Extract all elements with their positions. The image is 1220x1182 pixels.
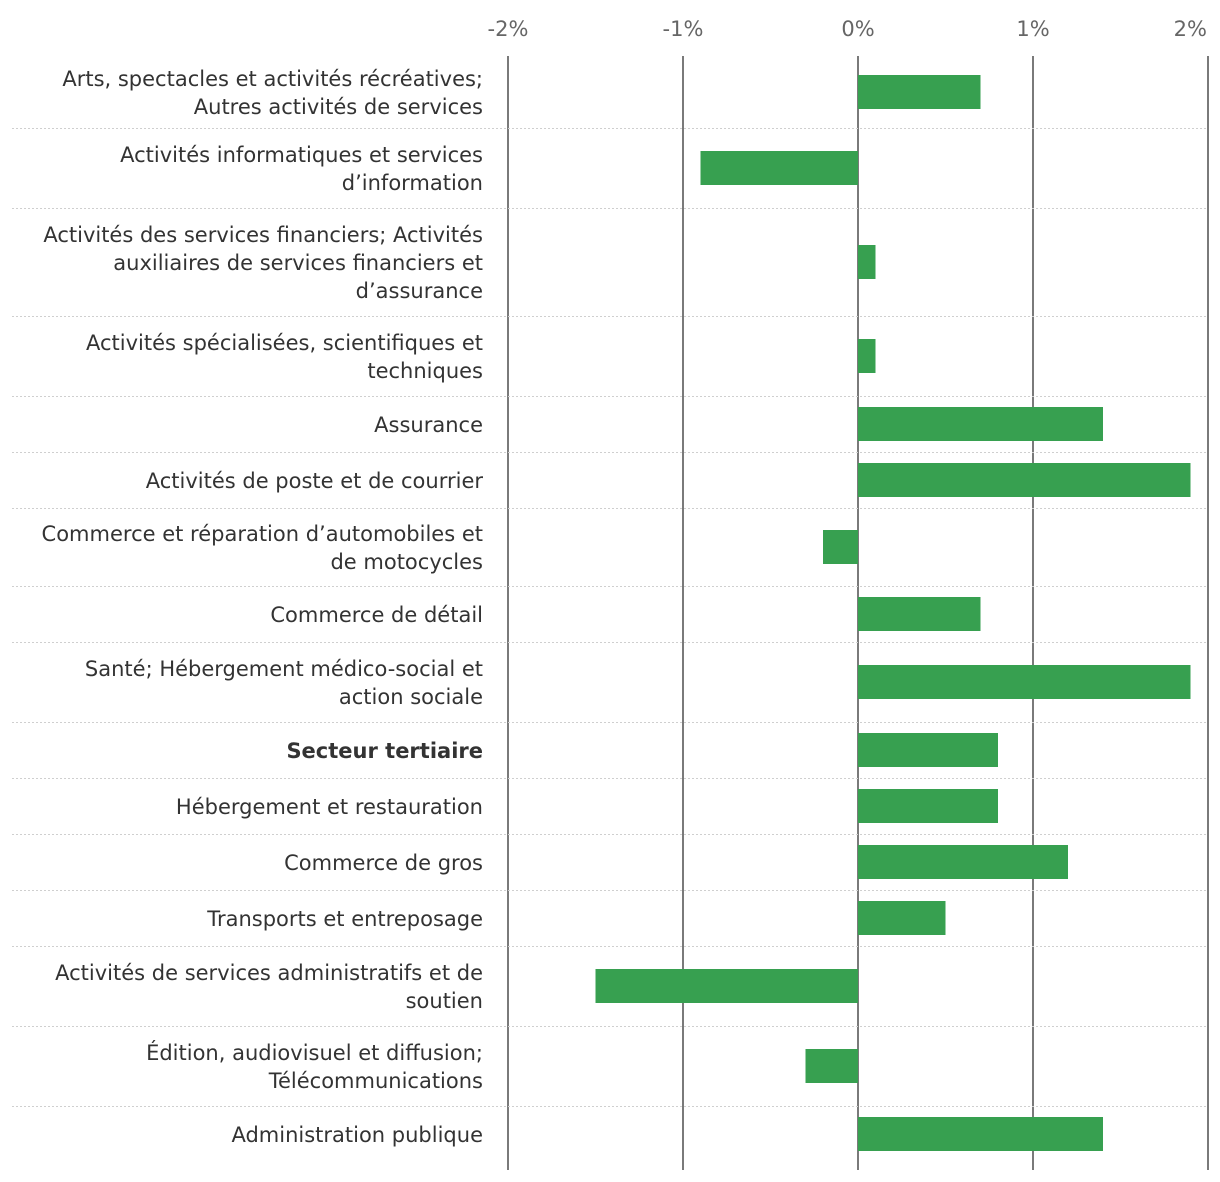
x-tick-label: 2% xyxy=(1174,17,1207,41)
bar xyxy=(858,733,998,767)
category-label: d’information xyxy=(342,171,483,195)
bar xyxy=(595,969,858,1003)
bar xyxy=(858,789,998,823)
category-label: Commerce de gros xyxy=(284,851,483,875)
bars xyxy=(595,75,1191,1151)
category-label: action sociale xyxy=(339,685,483,709)
bar xyxy=(805,1049,858,1083)
bar xyxy=(858,665,1191,699)
x-tick-label: -1% xyxy=(663,17,704,41)
category-label: Télécommunications xyxy=(268,1069,483,1093)
x-tick-label: -2% xyxy=(488,17,529,41)
x-tick-label: 1% xyxy=(1016,17,1049,41)
category-label: Activités des services financiers; Activ… xyxy=(43,223,483,247)
bar xyxy=(858,339,876,373)
bar xyxy=(858,463,1191,497)
category-label: Autres activités de services xyxy=(194,95,483,119)
category-label: Commerce et réparation d’automobiles et xyxy=(42,522,483,546)
row-separators xyxy=(12,128,1208,1107)
category-label: Commerce de détail xyxy=(270,603,483,627)
category-label: soutien xyxy=(406,989,483,1013)
category-label: techniques xyxy=(367,359,483,383)
category-label: Santé; Hébergement médico-social et xyxy=(85,657,483,681)
category-label: Activités de services administratifs et … xyxy=(55,961,483,985)
bar xyxy=(858,597,981,631)
x-axis-ticks: -2% -1% 0% 1% 2% xyxy=(488,17,1207,41)
category-label: Édition, audiovisuel et diffusion; xyxy=(146,1040,483,1065)
category-label: Activités de poste et de courrier xyxy=(146,469,484,493)
x-tick-label: 0% xyxy=(841,17,874,41)
category-label: auxiliaires de services financiers et xyxy=(113,251,483,275)
bar xyxy=(700,151,858,185)
category-label: Transports et entreposage xyxy=(206,907,483,931)
category-label: Administration publique xyxy=(231,1123,483,1147)
category-label: Arts, spectacles et activités récréative… xyxy=(62,67,483,91)
bar xyxy=(858,75,981,109)
category-label: Secteur tertiaire xyxy=(286,739,483,763)
bar xyxy=(858,407,1103,441)
category-label: Hébergement et restauration xyxy=(176,795,483,819)
bar xyxy=(858,845,1068,879)
category-label: Activités spécialisées, scientifiques et xyxy=(86,331,483,355)
category-label: de motocycles xyxy=(330,550,483,574)
bar xyxy=(858,245,876,279)
bar xyxy=(858,901,946,935)
category-label: Activités informatiques et services xyxy=(120,143,483,167)
category-labels: Arts, spectacles et activités récréative… xyxy=(42,67,484,1147)
category-label: Assurance xyxy=(374,413,483,437)
bar xyxy=(823,530,858,564)
bar xyxy=(858,1117,1103,1151)
category-label: d’assurance xyxy=(356,279,483,303)
